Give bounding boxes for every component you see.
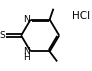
Text: N: N [23, 15, 30, 24]
Text: S: S [0, 31, 5, 40]
Text: N: N [23, 47, 30, 56]
Text: HCl: HCl [72, 11, 90, 21]
Text: H: H [23, 53, 30, 62]
